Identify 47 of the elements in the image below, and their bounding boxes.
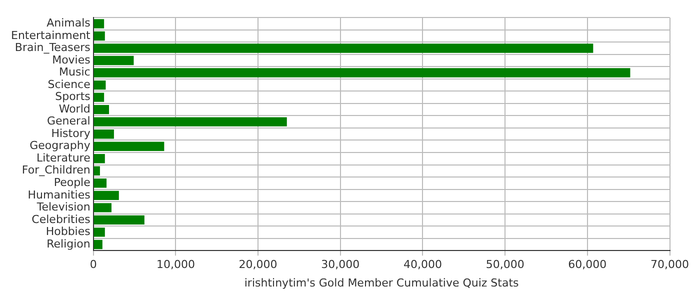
bar [94, 228, 105, 237]
x-tick-label: 50,000 [486, 258, 524, 272]
bar [94, 117, 287, 126]
y-tick-label: Brain_Teasers [14, 41, 91, 54]
y-tick-label: Movies [52, 53, 91, 66]
x-tick-label: 20,000 [238, 258, 278, 272]
y-tick-label: Science [48, 78, 91, 91]
bar [94, 215, 144, 225]
x-axis-title: irishtinytim's Gold Member Cumulative Quiz Stats [244, 276, 520, 290]
bar [94, 190, 119, 200]
y-tick-label: World [58, 102, 90, 116]
bar [94, 178, 107, 188]
bar [94, 240, 102, 250]
bar [94, 92, 104, 102]
y-tick-label: Sports [55, 90, 91, 104]
x-tick-label: 40,000 [403, 258, 442, 272]
y-tick-label: History [51, 126, 91, 140]
y-tick-label: Animals [46, 16, 91, 30]
y-tick-label: Religion [46, 237, 90, 250]
bar [94, 130, 114, 139]
x-tick-label: 70,000 [650, 258, 690, 272]
x-tick-label: 10,000 [156, 258, 195, 272]
y-tick-label: People [54, 176, 91, 190]
bar [94, 19, 104, 28]
bar [94, 154, 105, 164]
y-tick-label: Television [36, 200, 90, 214]
y-tick-label: Humanities [28, 188, 91, 202]
y-tick-label: For_Children [22, 164, 90, 177]
bar [94, 31, 105, 41]
y-tick-label: Entertainment [11, 28, 92, 42]
bar [94, 80, 106, 90]
x-tick-label: 0 [90, 258, 97, 272]
bar [94, 203, 112, 212]
y-tick-label: Geography [30, 139, 91, 152]
y-tick-label: General [47, 114, 90, 128]
x-tick-label: 60,000 [568, 258, 607, 272]
y-tick-label: Hobbies [46, 225, 91, 238]
bar [94, 166, 100, 176]
bar [94, 56, 134, 66]
x-tick-label: 30,000 [321, 258, 360, 272]
y-tick-label: Music [59, 66, 90, 79]
bar [94, 104, 110, 114]
y-tick-label: Celebrities [32, 212, 91, 226]
bar [94, 68, 630, 78]
bar [94, 142, 164, 151]
y-tick-label: Literature [36, 151, 91, 164]
bar [94, 44, 594, 53]
